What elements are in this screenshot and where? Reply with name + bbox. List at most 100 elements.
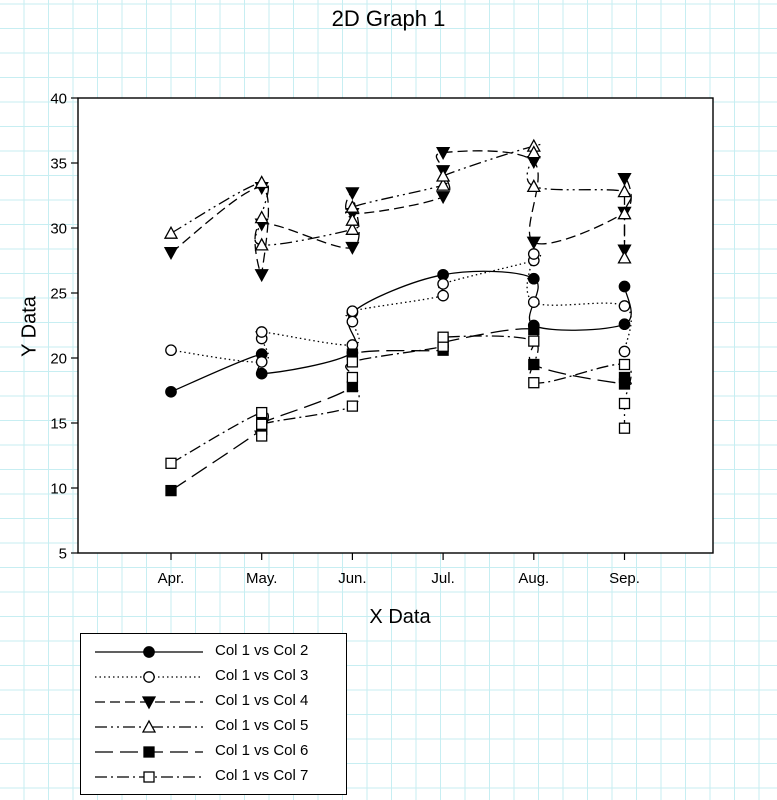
data-point bbox=[436, 191, 451, 205]
data-point bbox=[527, 248, 540, 260]
data-point bbox=[254, 269, 269, 283]
y-tick-label: 5 bbox=[59, 546, 67, 563]
legend-item: Col 1 vs Col 3 bbox=[81, 665, 346, 687]
legend-marker bbox=[141, 696, 157, 710]
data-point bbox=[437, 331, 449, 343]
x-tick-label: Jun. bbox=[338, 570, 366, 587]
data-point bbox=[527, 296, 540, 308]
data-point bbox=[528, 335, 540, 347]
data-point bbox=[346, 356, 359, 368]
legend-item: Col 1 vs Col 4 bbox=[81, 690, 346, 712]
data-point bbox=[345, 212, 360, 226]
data-point bbox=[617, 184, 632, 198]
data-point bbox=[346, 305, 359, 318]
legend-swatch bbox=[95, 746, 203, 758]
data-point bbox=[254, 210, 269, 224]
y-tick-label: 35 bbox=[50, 156, 67, 173]
legend: Col 1 vs Col 2 Col 1 vs Col 3 Col 1 vs C… bbox=[80, 633, 347, 795]
legend-marker bbox=[141, 719, 157, 733]
data-point bbox=[618, 371, 631, 384]
data-point bbox=[165, 457, 177, 469]
legend-marker bbox=[143, 671, 155, 683]
data-point bbox=[256, 418, 268, 430]
legend-item: Col 1 vs Col 6 bbox=[81, 740, 346, 762]
data-point bbox=[165, 484, 177, 497]
y-tick-label: 25 bbox=[50, 286, 67, 303]
series-2 bbox=[165, 248, 632, 368]
series-6 bbox=[165, 331, 632, 469]
data-point bbox=[345, 199, 360, 213]
data-point bbox=[526, 179, 541, 193]
data-point bbox=[163, 247, 179, 261]
x-tick-label: Aug. bbox=[518, 570, 549, 587]
data-point bbox=[437, 278, 449, 290]
x-tick-label: May. bbox=[246, 570, 277, 587]
legend-swatch bbox=[95, 771, 203, 783]
data-point bbox=[345, 187, 360, 201]
data-point bbox=[437, 289, 449, 302]
data-point bbox=[527, 272, 540, 285]
data-point bbox=[163, 225, 179, 239]
legend-swatch bbox=[95, 646, 203, 658]
legend-label: Col 1 vs Col 6 bbox=[215, 742, 309, 759]
data-point bbox=[165, 385, 177, 398]
data-point bbox=[528, 377, 540, 389]
data-point bbox=[254, 237, 269, 251]
legend-label: Col 1 vs Col 3 bbox=[215, 667, 309, 684]
legend-marker bbox=[143, 746, 155, 758]
series-line bbox=[170, 328, 632, 492]
data-point bbox=[618, 345, 631, 358]
data-point bbox=[345, 241, 360, 255]
data-point bbox=[436, 146, 451, 160]
data-point bbox=[618, 358, 631, 371]
plot-frame bbox=[77, 97, 714, 554]
data-point bbox=[526, 145, 541, 159]
y-tick-label: 20 bbox=[50, 351, 67, 368]
data-point bbox=[346, 371, 359, 384]
legend-label: Col 1 vs Col 4 bbox=[215, 692, 309, 709]
data-point bbox=[617, 250, 632, 264]
legend-item: Col 1 vs Col 5 bbox=[81, 715, 346, 737]
legend-label: Col 1 vs Col 2 bbox=[215, 642, 309, 659]
legend-swatch bbox=[95, 719, 203, 733]
data-point bbox=[256, 406, 268, 419]
y-tick-label: 40 bbox=[50, 91, 67, 108]
data-point bbox=[617, 172, 632, 186]
legend-item: Col 1 vs Col 7 bbox=[81, 765, 346, 787]
legend-swatch bbox=[95, 696, 203, 710]
series-4 bbox=[163, 138, 632, 264]
data-point bbox=[436, 177, 451, 191]
legend-swatch bbox=[95, 671, 203, 683]
data-point bbox=[346, 400, 359, 412]
legend-marker bbox=[143, 646, 155, 658]
legend-label: Col 1 vs Col 7 bbox=[215, 767, 309, 784]
y-tick-label: 10 bbox=[50, 481, 67, 498]
chart-title: 2D Graph 1 bbox=[331, 6, 446, 31]
data-point bbox=[618, 422, 631, 434]
legend-item: Col 1 vs Col 2 bbox=[81, 640, 346, 662]
data-point bbox=[618, 280, 631, 293]
y-tick-label: 30 bbox=[50, 221, 67, 238]
data-point bbox=[165, 344, 177, 357]
x-tick-label: Apr. bbox=[158, 570, 185, 587]
data-point bbox=[255, 367, 268, 380]
x-axis-title: X Data bbox=[369, 606, 431, 628]
data-point bbox=[526, 236, 541, 250]
data-point bbox=[618, 397, 631, 410]
x-tick-label: Jul. bbox=[431, 570, 454, 587]
data-point bbox=[254, 175, 269, 189]
legend-marker bbox=[143, 771, 155, 783]
data-point bbox=[528, 323, 540, 336]
data-point bbox=[618, 318, 631, 331]
data-point bbox=[345, 221, 360, 235]
data-point bbox=[617, 206, 632, 220]
data-point bbox=[618, 300, 631, 312]
y-axis-title: Y Data bbox=[18, 296, 41, 357]
data-point bbox=[436, 168, 451, 182]
y-tick-label: 15 bbox=[50, 416, 67, 433]
data-point bbox=[346, 315, 359, 328]
x-tick-label: Sep. bbox=[609, 570, 640, 587]
legend-label: Col 1 vs Col 5 bbox=[215, 717, 309, 734]
data-point bbox=[256, 430, 268, 442]
